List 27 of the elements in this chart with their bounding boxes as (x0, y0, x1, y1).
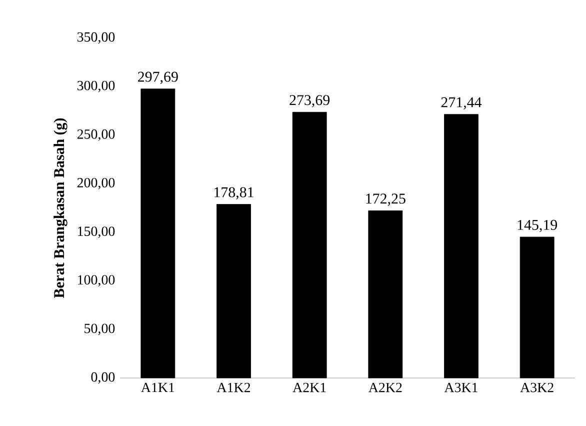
x-tick-label: A2K2 (368, 382, 402, 392)
y-tick-label: 250,00 (77, 129, 115, 141)
y-tick-label: 200,00 (77, 178, 115, 190)
x-tick-label: A1K1 (141, 382, 174, 392)
bar (140, 88, 176, 378)
bar (520, 236, 554, 378)
data-label: 145,19 (518, 220, 558, 232)
y-tick-label: 350,00 (77, 32, 115, 44)
y-axis-title: Berat Brangkasan Basah (g) (54, 118, 68, 298)
y-tick-label: 100,00 (78, 275, 115, 287)
x-tick-label: A1K2 (216, 382, 250, 392)
bar (444, 114, 478, 378)
data-label: 172,25 (366, 194, 406, 206)
data-label: 178,81 (214, 187, 254, 200)
data-label: 271,44 (441, 97, 482, 110)
y-tick-label: 150,00 (78, 226, 115, 238)
x-tick-label: A3K2 (520, 382, 554, 392)
y-tick-label: 0,00 (91, 372, 115, 384)
x-tick-label: A2K1 (292, 382, 326, 392)
x-tick-label: A3K1 (444, 382, 478, 392)
y-tick-label: 300,00 (77, 80, 115, 92)
bar (216, 204, 251, 378)
bar (292, 112, 327, 378)
bar (368, 210, 403, 378)
data-label: 297,69 (138, 72, 178, 84)
data-label: 273,69 (290, 95, 330, 108)
y-tick-label: 50,00 (84, 324, 115, 336)
